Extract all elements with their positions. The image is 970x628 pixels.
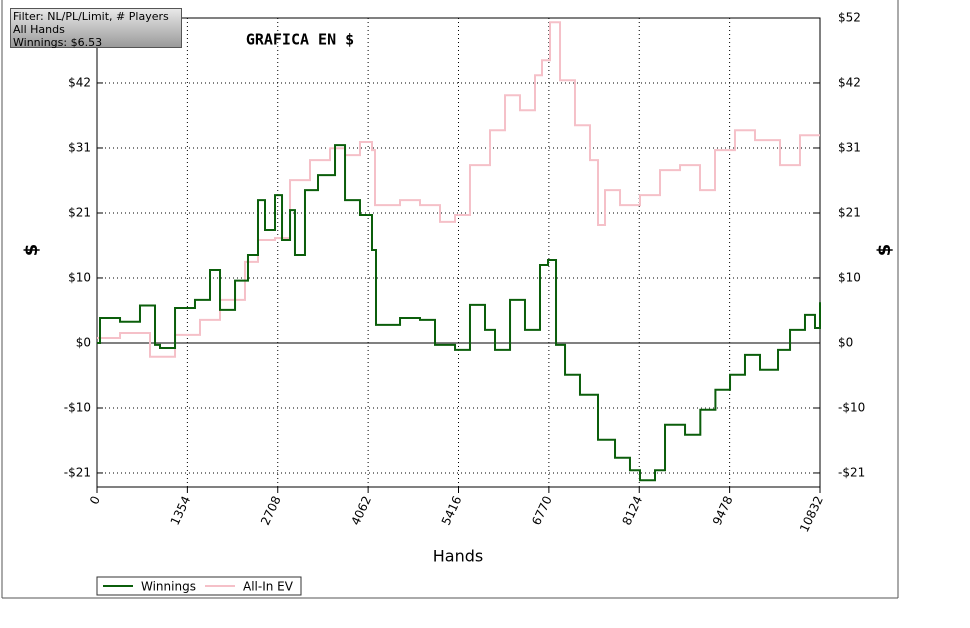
y-tick-label: $10 [68, 270, 91, 284]
y2-tick-label: $10 [838, 270, 861, 284]
x-tick-label: 1354 [168, 494, 194, 528]
x-tick-label: 0 [87, 494, 103, 507]
legend-box [96, 576, 302, 596]
y-tick-label: -$21 [64, 465, 91, 479]
x-tick-label: 8124 [620, 494, 646, 528]
chart-title: GRAFICA EN $ [246, 31, 354, 49]
y2-axis-label: $ [874, 244, 895, 257]
filter-line: Winnings: $6.53 [13, 36, 103, 49]
x-tick-label: 2708 [258, 494, 284, 528]
series-line [97, 144, 821, 482]
y2-tick-label: -$21 [838, 465, 865, 479]
filter-box: Filter: NL/PL/Limit, # Players All Hands… [10, 8, 182, 49]
y-tick-label: $0 [76, 335, 91, 349]
y2-tick-label: $0 [838, 335, 853, 349]
y-axis-label: $ [21, 244, 42, 257]
x-tick-label: 9478 [710, 494, 736, 528]
y2-tick-label: $21 [838, 206, 861, 220]
x-tick-label: 10832 [797, 494, 826, 535]
y2-tick-label: -$10 [838, 401, 865, 415]
filter-line: Filter: NL/PL/Limit, # Players [13, 10, 169, 23]
x-tick-label: 5416 [439, 494, 465, 528]
legend-label: All-In EV [243, 580, 294, 594]
x-axis-label: Hands [433, 547, 483, 566]
legend-label: Winnings [141, 580, 196, 594]
y-tick-label: $31 [68, 140, 91, 154]
filter-line: All Hands [13, 23, 65, 36]
x-tick-label: 6770 [529, 494, 555, 528]
plot-frame [96, 17, 821, 488]
y2-tick-label: $42 [838, 75, 861, 89]
y2-tick-label: $31 [838, 140, 861, 154]
x-tick-label: 4062 [348, 494, 374, 528]
y-tick-label: $21 [68, 206, 91, 220]
y-tick-label: -$10 [64, 401, 91, 415]
y2-tick-label: $52 [838, 11, 861, 25]
y-tick-label: $42 [68, 75, 91, 89]
